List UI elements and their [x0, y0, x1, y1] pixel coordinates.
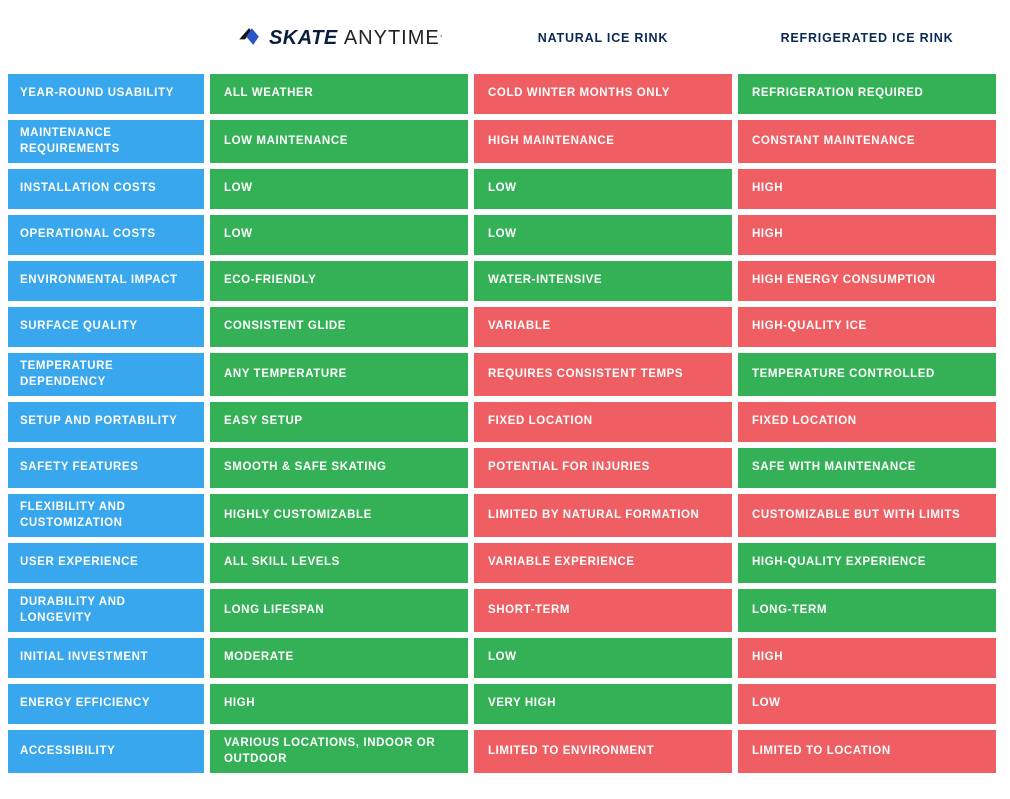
brand-logo-text: SKATE ANYTIME.	[269, 27, 443, 50]
comparison-cell: LIMITED TO ENVIRONMENT	[474, 730, 732, 773]
comparison-cell: LOW	[210, 169, 468, 209]
row-label: ACCESSIBILITY	[8, 730, 204, 773]
comparison-cell: VARIOUS LOCATIONS, INDOOR OR OUTDOOR	[210, 730, 468, 773]
row-label: DURABILITY AND LONGEVITY	[8, 589, 204, 632]
comparison-cell: ECO-FRIENDLY	[210, 261, 468, 301]
brand-logo-icon	[235, 24, 263, 52]
comparison-cell: CONSTANT MAINTENANCE	[738, 120, 996, 163]
row-label: ENERGY EFFICIENCY	[8, 684, 204, 724]
comparison-cell: HIGH ENERGY CONSUMPTION	[738, 261, 996, 301]
comparison-cell: HIGH	[738, 215, 996, 255]
comparison-cell: HIGHLY CUSTOMIZABLE	[210, 494, 468, 537]
comparison-cell: HIGH	[738, 638, 996, 678]
row-label: SURFACE QUALITY	[8, 307, 204, 347]
table-row: SURFACE QUALITYCONSISTENT GLIDEVARIABLEH…	[8, 307, 996, 347]
table-row: USER EXPERIENCEALL SKILL LEVELSVARIABLE …	[8, 543, 996, 583]
comparison-cell: LIMITED BY NATURAL FORMATION	[474, 494, 732, 537]
comparison-cell: ALL SKILL LEVELS	[210, 543, 468, 583]
comparison-cell: WATER-INTENSIVE	[474, 261, 732, 301]
logo-word-skate: SKATE	[269, 27, 338, 49]
comparison-cell: SMOOTH & SAFE SKATING	[210, 448, 468, 488]
comparison-cell: LOW	[210, 215, 468, 255]
comparison-cell: HIGH	[210, 684, 468, 724]
table-row: MAINTENANCE REQUIREMENTSLOW MAINTENANCEH…	[8, 120, 996, 163]
table-row: FLEXIBILITY AND CUSTOMIZATIONHIGHLY CUST…	[8, 494, 996, 537]
column-header-natural: NATURAL ICE RINK	[474, 31, 732, 45]
comparison-cell: REQUIRES CONSISTENT TEMPS	[474, 353, 732, 396]
comparison-cell: FIXED LOCATION	[738, 402, 996, 442]
table-row: SAFETY FEATURESSMOOTH & SAFE SKATINGPOTE…	[8, 448, 996, 488]
table-header-row: SKATE ANYTIME. NATURAL ICE RINK REFRIGER…	[8, 10, 996, 66]
brand-logo: SKATE ANYTIME.	[210, 24, 468, 52]
comparison-cell: VERY HIGH	[474, 684, 732, 724]
comparison-cell: HIGH-QUALITY EXPERIENCE	[738, 543, 996, 583]
comparison-cell: LIMITED TO LOCATION	[738, 730, 996, 773]
comparison-cell: VARIABLE	[474, 307, 732, 347]
table-row: INSTALLATION COSTSLOWLOWHIGH	[8, 169, 996, 209]
table-row: INITIAL INVESTMENTMODERATELOWHIGH	[8, 638, 996, 678]
comparison-cell: POTENTIAL FOR INJURIES	[474, 448, 732, 488]
comparison-cell: TEMPERATURE CONTROLLED	[738, 353, 996, 396]
comparison-cell: LOW	[738, 684, 996, 724]
table-row: ENERGY EFFICIENCYHIGHVERY HIGHLOW	[8, 684, 996, 724]
row-label: SAFETY FEATURES	[8, 448, 204, 488]
comparison-cell: EASY SETUP	[210, 402, 468, 442]
logo-dot: .	[440, 28, 443, 39]
comparison-cell: LOW	[474, 638, 732, 678]
comparison-cell: HIGH-QUALITY ICE	[738, 307, 996, 347]
row-label: ENVIRONMENTAL IMPACT	[8, 261, 204, 301]
logo-word-anytime: ANYTIME	[344, 27, 440, 49]
table-row: ACCESSIBILITYVARIOUS LOCATIONS, INDOOR O…	[8, 730, 996, 773]
row-label: INITIAL INVESTMENT	[8, 638, 204, 678]
comparison-cell: HIGH	[738, 169, 996, 209]
row-label: MAINTENANCE REQUIREMENTS	[8, 120, 204, 163]
comparison-cell: ALL WEATHER	[210, 74, 468, 114]
row-label: OPERATIONAL COSTS	[8, 215, 204, 255]
comparison-cell: ANY TEMPERATURE	[210, 353, 468, 396]
row-label: USER EXPERIENCE	[8, 543, 204, 583]
row-label: SETUP AND PORTABILITY	[8, 402, 204, 442]
comparison-cell: LOW	[474, 169, 732, 209]
comparison-table-body: YEAR-ROUND USABILITYALL WEATHERCOLD WINT…	[8, 74, 996, 773]
table-row: TEMPERATURE DEPENDENCYANY TEMPERATUREREQ…	[8, 353, 996, 396]
comparison-cell: LOW MAINTENANCE	[210, 120, 468, 163]
row-label: TEMPERATURE DEPENDENCY	[8, 353, 204, 396]
table-row: SETUP AND PORTABILITYEASY SETUPFIXED LOC…	[8, 402, 996, 442]
comparison-cell: SHORT-TERM	[474, 589, 732, 632]
table-row: OPERATIONAL COSTSLOWLOWHIGH	[8, 215, 996, 255]
table-row: ENVIRONMENTAL IMPACTECO-FRIENDLYWATER-IN…	[8, 261, 996, 301]
comparison-cell: MODERATE	[210, 638, 468, 678]
comparison-cell: SAFE WITH MAINTENANCE	[738, 448, 996, 488]
comparison-cell: LONG LIFESPAN	[210, 589, 468, 632]
column-header-refrigerated: REFRIGERATED ICE RINK	[738, 31, 996, 45]
comparison-cell: LOW	[474, 215, 732, 255]
row-label: FLEXIBILITY AND CUSTOMIZATION	[8, 494, 204, 537]
table-row: YEAR-ROUND USABILITYALL WEATHERCOLD WINT…	[8, 74, 996, 114]
row-label: INSTALLATION COSTS	[8, 169, 204, 209]
comparison-cell: COLD WINTER MONTHS ONLY	[474, 74, 732, 114]
table-row: DURABILITY AND LONGEVITYLONG LIFESPANSHO…	[8, 589, 996, 632]
comparison-cell: CONSISTENT GLIDE	[210, 307, 468, 347]
row-label: YEAR-ROUND USABILITY	[8, 74, 204, 114]
comparison-cell: HIGH MAINTENANCE	[474, 120, 732, 163]
comparison-cell: REFRIGERATION REQUIRED	[738, 74, 996, 114]
comparison-cell: LONG-TERM	[738, 589, 996, 632]
comparison-cell: FIXED LOCATION	[474, 402, 732, 442]
comparison-cell: CUSTOMIZABLE BUT WITH LIMITS	[738, 494, 996, 537]
comparison-cell: VARIABLE EXPERIENCE	[474, 543, 732, 583]
